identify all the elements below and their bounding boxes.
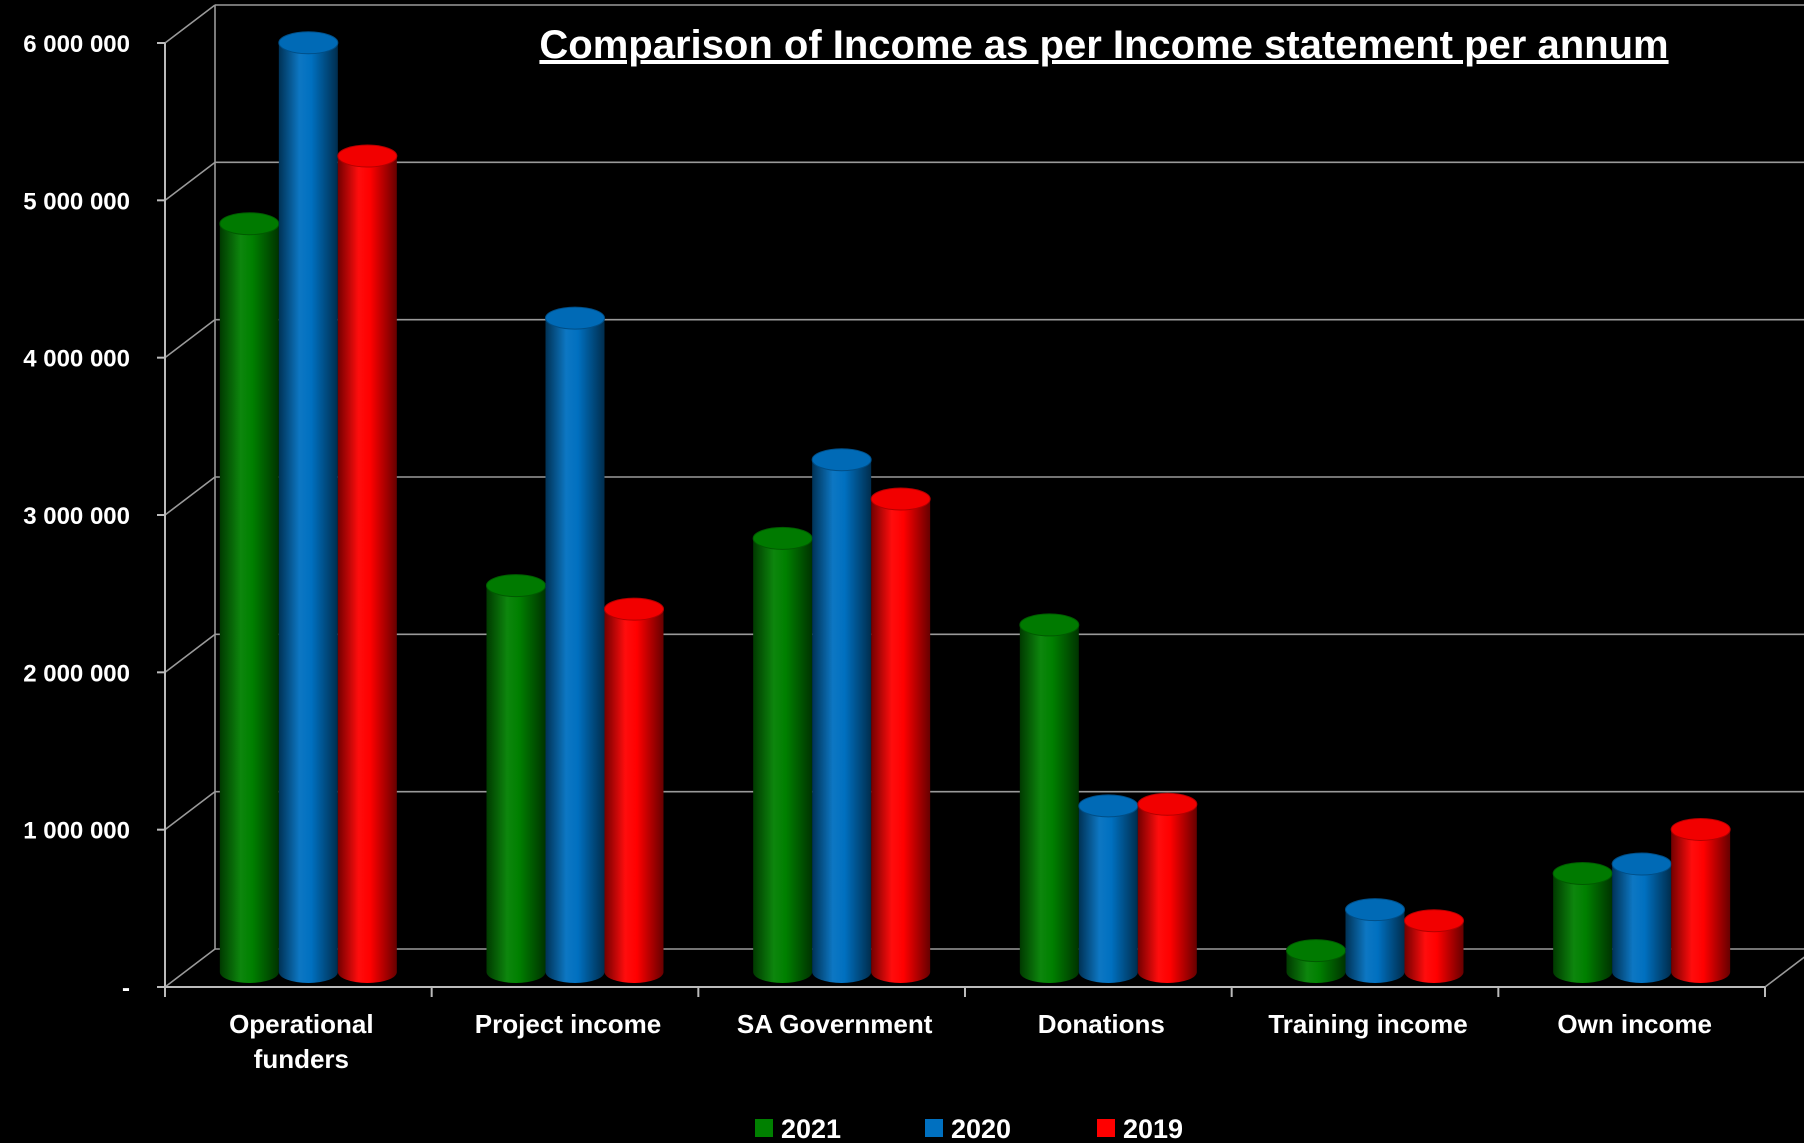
bar-top (1286, 939, 1346, 963)
gridline-diag (164, 476, 216, 516)
bar-2021 (1286, 939, 1346, 984)
x-tick-label: Operational funders (229, 1009, 373, 1074)
bar-body (753, 538, 813, 984)
bar-2019 (1670, 817, 1731, 984)
bar-2019 (1404, 909, 1464, 984)
y-tick-label: 2 000 000 (23, 660, 130, 687)
bar-2020 (278, 31, 339, 984)
bar-2021 (1552, 861, 1613, 984)
gridline-diag (164, 319, 216, 359)
bar-body (1345, 909, 1405, 984)
bar-2020 (1345, 898, 1405, 984)
y-tick-label: 5 000 000 (23, 188, 130, 215)
bar-top (870, 487, 931, 511)
bar-top (1019, 613, 1080, 637)
bar-top (752, 526, 813, 550)
bar-body (1078, 805, 1138, 984)
bar-body (1612, 864, 1672, 984)
x-tick-label: Project income (475, 1009, 661, 1039)
bar-top (486, 574, 546, 598)
bar-top (219, 212, 280, 236)
bar-2021 (486, 574, 546, 984)
gridline-diag (164, 161, 216, 201)
bar-2019 (870, 487, 931, 984)
bar-body (1137, 804, 1197, 984)
legend-label: 2020 (951, 1114, 1011, 1143)
bar-2020 (545, 306, 605, 984)
bar-2021 (752, 526, 813, 984)
x-tick-label: Own income (1557, 1009, 1712, 1039)
bars (219, 31, 1731, 984)
bar-body (871, 499, 931, 984)
bar-body (1404, 920, 1464, 984)
bar-body (337, 156, 397, 984)
y-tick-label: 1 000 000 (23, 818, 130, 845)
axis-layer (157, 42, 1804, 997)
legend-item-2020: 2020 (925, 1114, 1011, 1143)
bar-2020 (1078, 794, 1139, 984)
bar-2021 (219, 212, 280, 983)
legend: 2021 2020 2019 (755, 1114, 1183, 1143)
gridline-diag (164, 633, 216, 673)
bar-top (1137, 792, 1198, 816)
legend-item-2019: 2019 (1097, 1114, 1183, 1143)
x-tick-label: Training income (1268, 1009, 1467, 1039)
bar-top (1345, 898, 1405, 922)
legend-swatch (925, 1119, 943, 1137)
bar-top (337, 144, 398, 168)
bar-top (604, 597, 664, 621)
bar-2019 (1137, 792, 1198, 984)
gridline-diag (164, 791, 216, 831)
grid-layer (164, 4, 1804, 988)
y-tick-label: 3 000 000 (23, 503, 130, 530)
bar-body (812, 459, 872, 984)
bar-body (486, 585, 546, 984)
bar-top (1078, 794, 1139, 818)
bar-body (1019, 624, 1079, 984)
labels: - 1 000 000 2 000 000 3 000 000 4 000 000 5 0… (23, 31, 1712, 1074)
bar-body (219, 223, 279, 983)
x-tick-label: Donations (1038, 1009, 1165, 1039)
bar-top (545, 306, 605, 330)
legend-swatch (755, 1119, 773, 1137)
bar-2021 (1019, 613, 1080, 984)
y-tick-label: 4 000 000 (23, 346, 130, 373)
bar-top (1404, 909, 1464, 933)
chart-title: Comparison of Income as per Income state… (539, 23, 1668, 67)
legend-label: 2021 (781, 1114, 841, 1143)
bar-body (1671, 829, 1731, 984)
bar-top (278, 31, 339, 55)
floor-right-edge (1764, 956, 1804, 988)
bar-2020 (811, 448, 872, 984)
bar-2020 (1611, 852, 1672, 984)
bar-2019 (337, 144, 398, 984)
bar-top (1670, 817, 1731, 841)
legend-item-2021: 2021 (755, 1114, 841, 1143)
gridline-diag (164, 4, 216, 44)
bar-body (604, 609, 664, 984)
y-tick-label: 6 000 000 (23, 31, 130, 58)
bar-body (545, 318, 605, 984)
y-tick-label: - (122, 975, 130, 1002)
legend-swatch (1097, 1119, 1115, 1137)
x-tick-label: SA Government (737, 1009, 933, 1039)
bar-top (1552, 861, 1613, 885)
bar-2019 (604, 597, 664, 984)
bar-top (811, 448, 872, 472)
bar-body (278, 42, 338, 984)
gridline-diag (164, 948, 216, 988)
legend-label: 2019 (1123, 1114, 1183, 1143)
bar-body (1553, 873, 1613, 984)
bar-top (1611, 852, 1672, 876)
